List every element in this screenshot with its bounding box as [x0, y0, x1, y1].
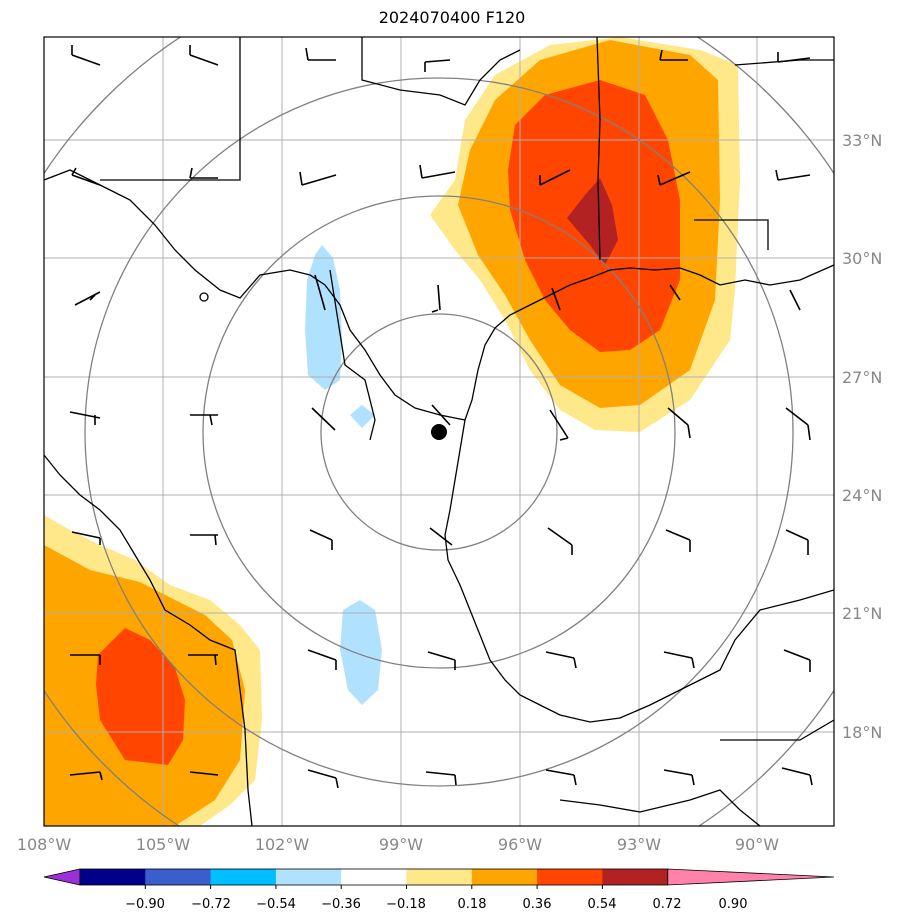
colorbar-extend-high: [667, 868, 835, 886]
lat-tick-labels: 33°N 30°N 27°N 24°N 21°N 18°N: [842, 131, 882, 742]
colorbar-tick: 0.18: [458, 897, 487, 912]
lat-tick: 33°N: [842, 131, 882, 150]
colorbar-segment: [210, 869, 277, 885]
range-rings: [44, 37, 834, 826]
lon-tick: 105°W: [136, 835, 191, 854]
colorbar-segment: [471, 869, 538, 885]
colorbar-tick: −0.54: [256, 897, 296, 912]
lat-tick: 30°N: [842, 249, 882, 268]
lon-tick: 108°W: [17, 835, 72, 854]
map-title: 2024070400 F120: [378, 8, 526, 27]
colorbar-tick: −0.72: [191, 897, 231, 912]
colorbar-segment: [80, 869, 146, 885]
wind-barbs: [69, 45, 813, 789]
colorbar-tick: 0.90: [719, 897, 748, 912]
negative-anomaly-areas: [305, 245, 382, 705]
lat-tick: 24°N: [842, 486, 882, 505]
colorbar-tick-labels: −0.90 −0.72 −0.54 −0.36 −0.18 0.18 0.36 …: [125, 897, 747, 912]
colorbar: [43, 868, 835, 889]
lon-tick: 96°W: [498, 835, 542, 854]
colorbar-border: [79, 868, 669, 886]
coastlines: [44, 37, 834, 826]
colorbar-tick: 0.36: [523, 897, 552, 912]
colorbar-tick: −0.36: [321, 897, 361, 912]
graticule: [44, 37, 834, 826]
positive-anomaly-southwest: [44, 515, 262, 826]
positive-anomaly-northeast: [430, 37, 740, 432]
lon-tick: 102°W: [255, 835, 310, 854]
lon-tick-labels: 108°W 105°W 102°W 99°W 96°W 93°W 90°W: [17, 835, 779, 854]
lon-tick: 93°W: [617, 835, 661, 854]
colorbar-segment: [341, 869, 407, 885]
lon-tick: 90°W: [735, 835, 779, 854]
colorbar-tick: 0.54: [588, 897, 617, 912]
center-marker: [431, 424, 447, 440]
map-frame: [43, 36, 835, 827]
colorbar-segment: [602, 869, 669, 885]
lat-tick: 27°N: [842, 368, 882, 387]
lon-tick: 99°W: [379, 835, 423, 854]
colorbar-segment: [406, 869, 473, 885]
colorbar-segment: [275, 869, 342, 885]
lat-tick: 21°N: [842, 604, 882, 623]
colorbar-tick: −0.18: [386, 897, 426, 912]
colorbar-tick: −0.90: [125, 897, 165, 912]
colorbar-segment: [537, 869, 603, 885]
colorbar-tick: 0.72: [653, 897, 682, 912]
colorbar-segment: [145, 869, 212, 885]
map-area: [44, 37, 834, 826]
colorbar-extend-low: [43, 868, 81, 886]
lat-tick: 18°N: [842, 723, 882, 742]
